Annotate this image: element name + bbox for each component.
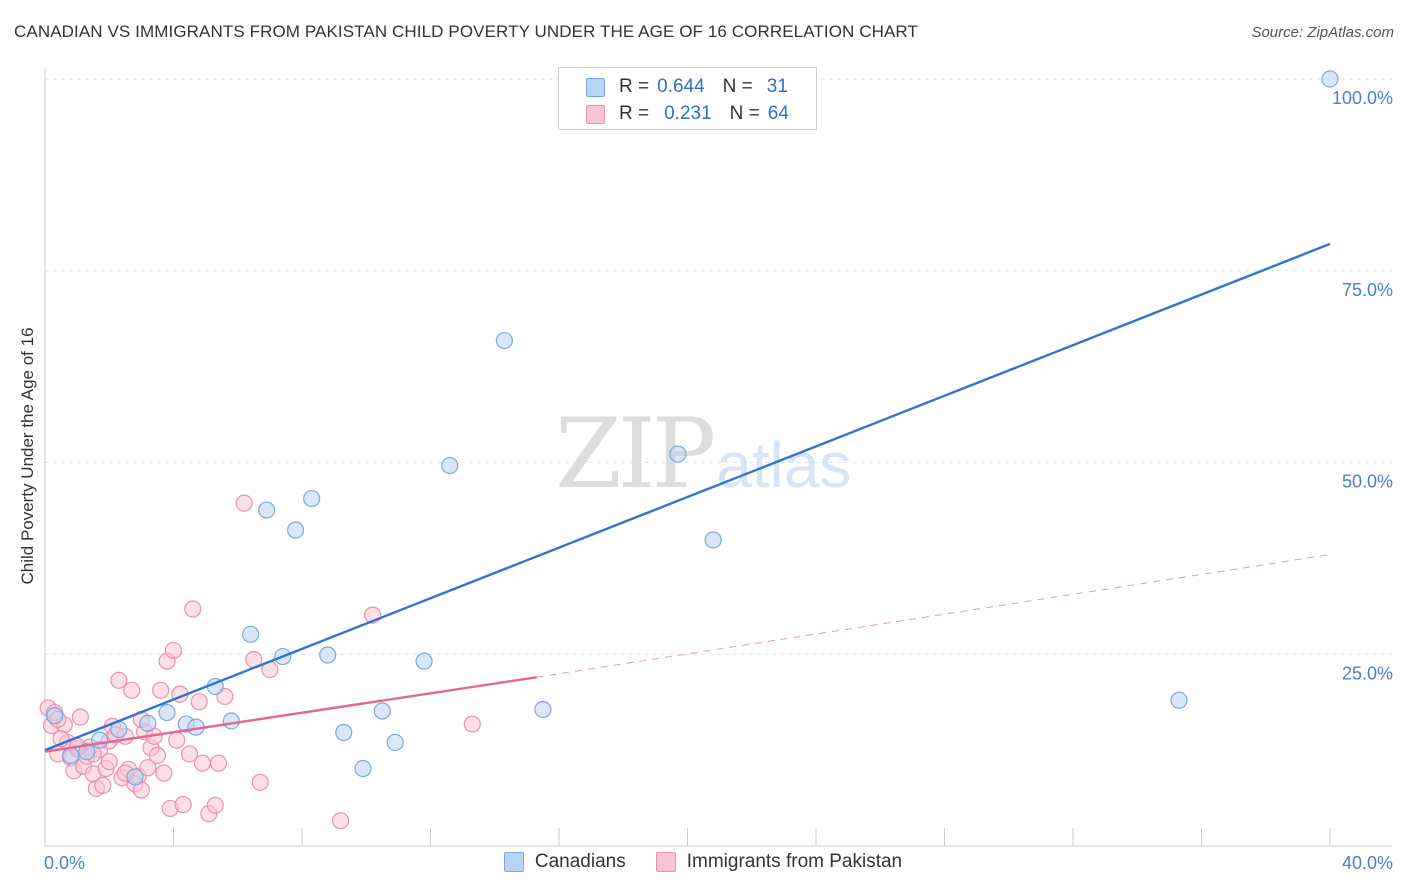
series-legend: Canadians Immigrants from Pakistan: [0, 851, 1406, 873]
data-point-pakistan: [123, 681, 141, 699]
legend-r-label: R =: [619, 103, 650, 124]
legend-r-label: R =: [619, 76, 650, 97]
x-tick-label: 40.0%: [1342, 853, 1393, 873]
data-point-canadians: [495, 331, 513, 350]
data-point-pakistan: [168, 731, 186, 749]
data-point-pakistan: [110, 671, 128, 689]
data-point-canadians: [441, 456, 459, 475]
y-tick-label: 100.0%: [1332, 88, 1393, 108]
legend-row-canadians: R = 0.644 N = 31: [586, 74, 788, 100]
data-point-canadians: [303, 489, 321, 508]
watermark-zip: ZIP: [555, 398, 716, 510]
series-swatch-pakistan: [655, 852, 676, 872]
data-point-canadians: [139, 714, 157, 732]
source-label: Source: ZipAtlas.com: [1251, 24, 1394, 41]
legend-n-value: 31: [766, 76, 788, 97]
trend-line-extension-pakistan: [536, 554, 1331, 678]
data-point-canadians: [319, 646, 337, 664]
x-tick-label: 0.0%: [44, 853, 85, 873]
data-point-pakistan: [148, 746, 167, 765]
data-point-pakistan: [331, 812, 350, 830]
trend-line-canadians: [44, 242, 1331, 752]
trend-line-pakistan: [44, 676, 537, 753]
data-point-canadians: [62, 746, 80, 765]
data-point-canadians: [78, 743, 96, 761]
data-point-pakistan: [94, 776, 112, 795]
legend-n-value: 64: [767, 103, 789, 124]
data-point-canadians: [335, 723, 353, 742]
data-point-pakistan: [100, 753, 118, 771]
data-point-pakistan: [206, 796, 224, 814]
legend-r-value: 0.231: [664, 103, 712, 124]
data-point-canadians: [1321, 70, 1339, 88]
data-point-pakistan: [155, 764, 173, 782]
data-point-canadians: [415, 652, 433, 670]
data-point-canadians: [126, 768, 144, 786]
data-point-canadians: [286, 521, 305, 539]
y-tick-label: 75.0%: [1342, 280, 1393, 300]
data-point-canadians: [704, 531, 722, 549]
data-point-canadians: [258, 501, 276, 519]
data-point-canadians: [91, 731, 109, 749]
data-point-canadians: [354, 759, 372, 778]
series-swatch-canadians: [503, 852, 524, 872]
legend-row-pakistan: R = 0.231 N = 64: [586, 101, 789, 127]
data-point-pakistan: [251, 773, 269, 791]
legend-n-label: N =: [729, 103, 760, 124]
data-point-canadians: [158, 703, 176, 722]
data-point-pakistan: [235, 494, 253, 512]
data-point-canadians: [46, 707, 64, 725]
data-point-pakistan: [174, 795, 192, 814]
series-label-canadians: Canadians: [534, 851, 626, 872]
data-point-pakistan: [71, 708, 89, 726]
data-point-pakistan: [190, 693, 208, 711]
data-point-canadians: [373, 702, 391, 720]
data-point-canadians: [534, 700, 552, 719]
correlation-legend: R = 0.644 N = 31 R = 0.231 N = 64: [558, 67, 817, 130]
data-point-pakistan: [463, 715, 481, 733]
data-point-pakistan: [184, 600, 202, 618]
data-point-canadians: [242, 625, 260, 643]
data-point-pakistan: [139, 759, 157, 777]
legend-swatch-canadians: [586, 77, 605, 97]
chart-title: CANADIAN VS IMMIGRANTS FROM PAKISTAN CHI…: [14, 22, 918, 41]
data-point-pakistan: [209, 754, 228, 772]
series-legend-pakistan[interactable]: Immigrants from Pakistan: [655, 851, 903, 873]
data-point-pakistan: [152, 681, 170, 699]
y-tick-label: 25.0%: [1342, 663, 1393, 683]
data-point-canadians: [669, 445, 687, 463]
data-point-pakistan: [164, 641, 183, 660]
data-point-canadians: [386, 733, 404, 752]
legend-swatch-pakistan: [586, 104, 605, 124]
data-point-canadians: [1170, 691, 1188, 709]
y-tick-label: 50.0%: [1342, 472, 1393, 492]
legend-n-label: N =: [722, 76, 753, 97]
data-point-canadians: [222, 712, 240, 730]
series-label-pakistan: Immigrants from Pakistan: [686, 851, 903, 872]
legend-r-value: 0.644: [657, 76, 705, 97]
data-point-pakistan: [180, 745, 199, 763]
series-legend-canadians[interactable]: Canadians: [503, 851, 626, 873]
